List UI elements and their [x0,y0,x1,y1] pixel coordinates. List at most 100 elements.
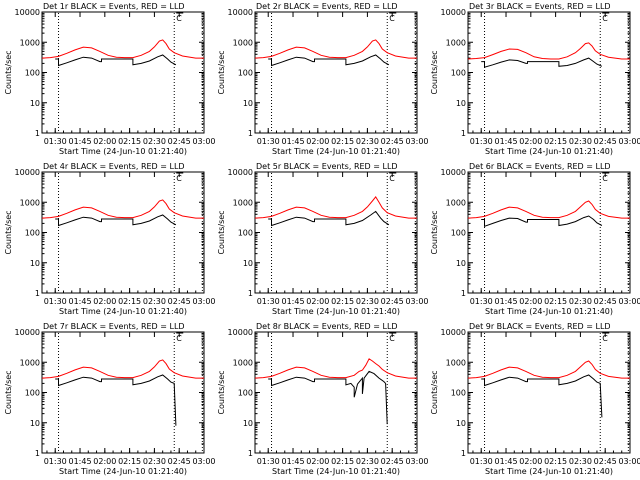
y-tick-label: 10 [456,99,466,108]
x-tick-label: 03:00 [192,457,215,466]
series-line-lld [254,196,417,219]
y-tick-label: 10000 [441,8,466,17]
y-tick-label: 10 [30,419,40,428]
series-line-events [55,54,177,67]
x-tick-label: 02:30 [569,297,592,306]
chart-title: Det 5r BLACK = Events, RED = LLD [256,162,398,171]
y-tick-label: 10000 [441,328,466,337]
series-line-lld [41,39,204,59]
y-tick-label: 1 [35,129,40,138]
x-tick-label: 02:00 [93,457,116,466]
x-tick-label: 02:45 [594,137,617,146]
chart-panel-7: Det 7r BLACK = Events, RED = LLD 1 10 100 10… [4,322,216,476]
chart-title: Det 7r BLACK = Events, RED = LLD [43,322,185,331]
x-tick-label: 02:45 [381,457,404,466]
x-tick-label: 01:30 [470,137,493,146]
y-axis-label: Counts/sec [430,370,439,414]
x-tick-label: 02:30 [143,137,166,146]
y-tick-label: 100 [25,69,40,78]
x-axis-label: Start Time (24-Jun-10 01:21:40) [272,147,400,156]
y-tick-label: 10 [456,419,466,428]
chart-title: Det 3r BLACK = Events, RED = LLD [469,2,611,11]
y-tick-label: 1000 [233,38,253,47]
marker-label: C [176,14,182,23]
chart-panel-5: Det 5r BLACK = Events, RED = LLD 1 10 100 10… [217,162,429,316]
y-axis-label: Counts/sec [4,50,13,94]
x-tick-label: 01:30 [257,457,280,466]
x-tick-label: 02:00 [306,457,329,466]
y-tick-label: 1000 [446,38,466,47]
plot-frame [254,331,418,454]
y-tick-label: 1 [461,289,466,298]
x-tick-label: 03:00 [192,297,215,306]
marker-label: C [389,334,395,343]
chart-panel-2: Det 2r BLACK = Events, RED = LLD 1 10 100 10… [217,2,429,156]
x-tick-label: 02:00 [93,137,116,146]
y-axis-label: Counts/sec [430,50,439,94]
x-tick-label: 01:30 [257,297,280,306]
y-tick-label: 10000 [15,328,40,337]
x-tick-label: 02:15 [118,137,141,146]
x-axis-label: Start Time (24-Jun-10 01:21:40) [59,467,187,476]
x-tick-label: 02:00 [519,457,542,466]
plot-frame [41,11,205,134]
x-tick-label: 02:45 [168,297,191,306]
x-tick-label: 02:45 [168,457,191,466]
y-tick-label: 1 [35,449,40,458]
x-tick-label: 01:30 [257,137,280,146]
y-tick-label: 1 [461,449,466,458]
x-tick-label: 01:45 [68,297,91,306]
y-tick-label: 10000 [15,8,40,17]
marker-label: C [389,14,395,23]
x-tick-label: 01:45 [494,137,517,146]
x-tick-label: 02:15 [544,457,567,466]
y-axis-label: Counts/sec [217,50,226,94]
y-tick-label: 10 [30,99,40,108]
y-tick-label: 1000 [20,38,40,47]
y-tick-label: 1 [35,289,40,298]
x-tick-label: 02:45 [594,457,617,466]
x-tick-label: 02:30 [569,137,592,146]
series-line-lld [467,42,630,60]
y-tick-label: 10000 [228,328,253,337]
marker-label: C [602,14,608,23]
chart-panel-3: Det 3r BLACK = Events, RED = LLD 1 10 100 10… [430,2,640,156]
x-tick-label: 02:45 [168,137,191,146]
x-tick-label: 03:00 [405,297,428,306]
x-tick-label: 02:45 [381,297,404,306]
y-tick-label: 100 [451,229,466,238]
chart-title: Det 9r BLACK = Events, RED = LLD [469,322,611,331]
chart-title: Det 6r BLACK = Events, RED = LLD [469,162,611,171]
x-tick-label: 03:00 [618,297,640,306]
x-tick-label: 01:45 [494,457,517,466]
y-axis-label: Counts/sec [217,370,226,414]
y-tick-label: 10000 [441,168,466,177]
x-tick-label: 02:30 [356,457,379,466]
x-tick-label: 02:00 [93,297,116,306]
x-tick-label: 02:00 [306,137,329,146]
chart-panel-6: Det 6r BLACK = Events, RED = LLD 1 10 100 10… [430,162,640,316]
y-tick-label: 1000 [20,358,40,367]
y-tick-label: 1000 [233,198,253,207]
x-tick-label: 03:00 [618,137,640,146]
marker-label: C [602,174,608,183]
x-tick-label: 01:30 [470,297,493,306]
y-tick-label: 10000 [15,168,40,177]
series-line-events [481,374,603,418]
plot-frame [467,331,631,454]
y-tick-label: 100 [238,69,253,78]
chart-title: Det 1r BLACK = Events, RED = LLD [43,2,185,11]
x-tick-label: 01:45 [68,137,91,146]
x-tick-label: 02:15 [331,137,354,146]
y-tick-label: 1 [461,129,466,138]
y-tick-label: 10 [456,259,466,268]
x-axis-label: Start Time (24-Jun-10 01:21:40) [59,147,187,156]
x-tick-label: 02:45 [381,137,404,146]
marker-label: C [176,334,182,343]
x-tick-label: 02:15 [331,457,354,466]
series-line-lld [254,39,417,59]
plot-frame [41,331,205,454]
x-tick-label: 02:15 [118,457,141,466]
x-tick-label: 02:45 [594,297,617,306]
y-axis-label: Counts/sec [430,210,439,254]
